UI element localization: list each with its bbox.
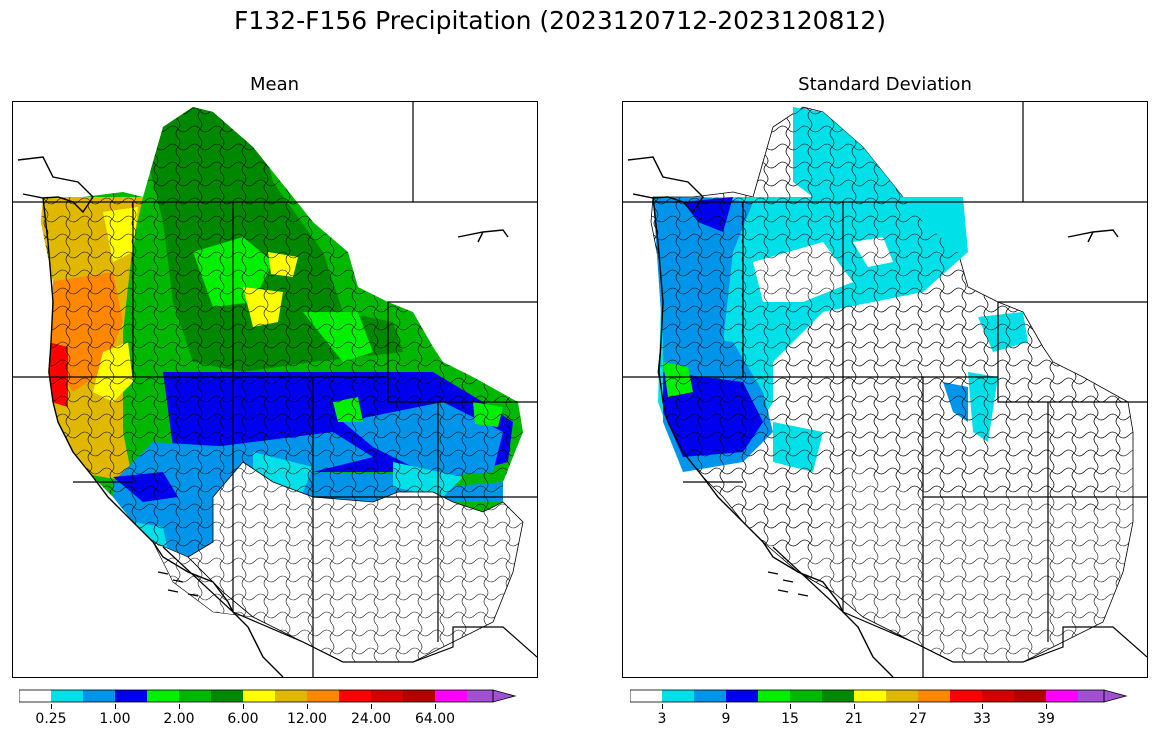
colorbar-tick-label: 15 <box>781 711 799 727</box>
colorbar-segment <box>662 690 694 702</box>
colorbar-tick-label: 9 <box>721 711 731 727</box>
colorbar-segment <box>371 690 403 702</box>
colorbar-segment <box>1014 690 1046 702</box>
panel-title-mean: Mean <box>249 74 300 95</box>
colorbar-segment <box>435 690 467 702</box>
colorbar-segment <box>339 690 371 702</box>
colorbar-tick-mark <box>51 704 52 709</box>
colorbar-segment <box>51 690 83 702</box>
colorbar-segment <box>467 690 493 702</box>
colorbar-tick-label: 1.00 <box>99 711 131 727</box>
colorbar-tick-label: 12.00 <box>286 711 328 727</box>
colorbar-tick-label: 39 <box>1037 711 1055 727</box>
map-stddev[interactable] <box>622 101 1148 678</box>
colorbar-tick-mark <box>243 704 244 709</box>
colorbar-outline <box>19 689 494 703</box>
colorbar-segment <box>147 690 179 702</box>
colorbar-tick-label: 21 <box>845 711 863 727</box>
colorbar-segment <box>403 690 435 702</box>
colorbar-segment <box>83 690 115 702</box>
colorbar-mean <box>19 688 531 704</box>
colorbar-tick-mark <box>854 704 855 709</box>
map-mean-canvas <box>13 102 537 677</box>
colorbar-tick-mark <box>307 704 308 709</box>
colorbar-tick-label: 3 <box>657 711 667 727</box>
colorbar-mean-svg <box>19 689 517 703</box>
colorbar-tick-mark <box>115 704 116 709</box>
colorbar-segment <box>790 690 822 702</box>
map-stddev-canvas <box>623 102 1147 677</box>
colorbar-segment <box>1078 690 1104 702</box>
colorbar-tick-mark <box>1046 704 1047 709</box>
mean-coastline <box>17 156 509 677</box>
colorbar-segment <box>115 690 147 702</box>
colorbar-extend-arrow <box>1103 689 1128 703</box>
colorbar-tick-label: 6.00 <box>227 711 259 727</box>
colorbar-stddev-svg <box>630 689 1128 703</box>
colorbar-tick-label: 0.25 <box>35 711 67 727</box>
colorbar-tick-label: 33 <box>973 711 991 727</box>
colorbar-segment <box>179 690 211 702</box>
colorbar-tick-mark <box>371 704 372 709</box>
colorbar-segment <box>854 690 886 702</box>
colorbar-tick-label: 2.00 <box>163 711 195 727</box>
colorbar-segment <box>211 690 243 702</box>
colorbar-segment <box>886 690 918 702</box>
colorbar-tick-mark <box>726 704 727 709</box>
panel-title-stddev: Standard Deviation <box>798 74 972 95</box>
colorbar-stddev <box>630 688 1142 704</box>
colorbar-segment <box>694 690 726 702</box>
colorbar-segment <box>630 690 662 702</box>
colorbar-segment <box>243 690 275 702</box>
colorbar-tick-label: 27 <box>909 711 927 727</box>
colorbar-segment <box>307 690 339 702</box>
colorbar-segment <box>822 690 854 702</box>
mean-state-borders <box>13 102 537 677</box>
colorbar-segment <box>758 690 790 702</box>
colorbar-tick-mark <box>179 704 180 709</box>
stddev-state-borders <box>623 102 1147 677</box>
colorbar-tick-mark <box>918 704 919 709</box>
colorbar-tick-mark <box>662 704 663 709</box>
colorbar-tick-mark <box>982 704 983 709</box>
colorbar-segment <box>982 690 1014 702</box>
colorbar-segment <box>950 690 982 702</box>
colorbar-tick-label: 64.00 <box>414 711 456 727</box>
colorbar-outline <box>630 689 1105 703</box>
colorbar-segment <box>726 690 758 702</box>
map-mean[interactable] <box>12 101 538 678</box>
colorbar-extend-arrow <box>492 689 517 703</box>
colorbar-segment <box>1046 690 1078 702</box>
colorbar-tick-mark <box>790 704 791 709</box>
colorbar-segment <box>19 690 51 702</box>
colorbar-segment <box>918 690 950 702</box>
stddev-coastline <box>627 156 1119 677</box>
colorbar-segment <box>275 690 307 702</box>
colorbar-tick-mark <box>435 704 436 709</box>
colorbar-tick-label: 24.00 <box>350 711 392 727</box>
figure-title: F132-F156 Precipitation (2023120712-2023… <box>233 6 886 35</box>
